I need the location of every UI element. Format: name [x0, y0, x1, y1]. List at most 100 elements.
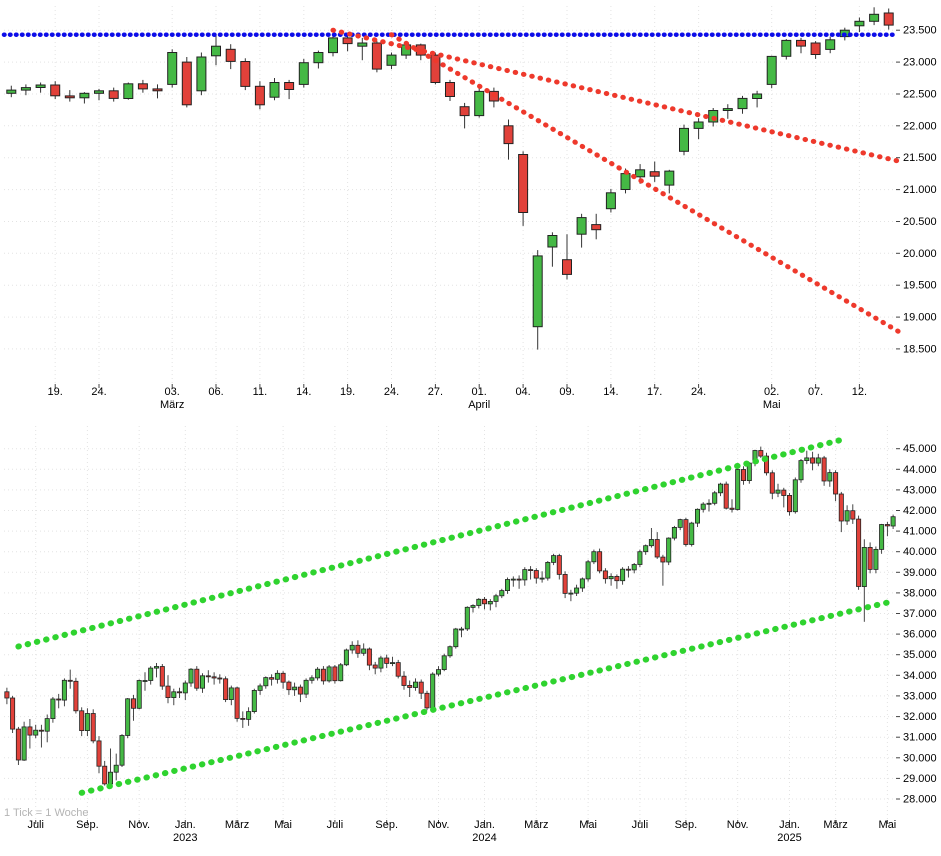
candle — [481, 597, 487, 610]
candle — [693, 118, 704, 140]
candle — [196, 52, 207, 96]
candle — [67, 669, 73, 689]
x-axis: Juli Sep. Nov. Jan. März Mai Juli Sep. Nov. Jan. M… — [27, 819, 896, 844]
x-tick-label: 07. — [808, 386, 823, 398]
candle — [775, 483, 781, 498]
candle — [113, 753, 119, 781]
grid — [4, 6, 896, 384]
candle — [328, 34, 338, 57]
x-tick-label: März — [524, 819, 548, 831]
x-tick-label: Mai — [579, 819, 597, 831]
candle — [890, 514, 896, 529]
candle — [487, 599, 493, 611]
y-tick-label: 35.000 — [903, 649, 937, 661]
candle — [27, 719, 33, 749]
candle — [357, 37, 368, 61]
candle — [441, 653, 447, 672]
candle — [148, 666, 154, 685]
candle — [591, 213, 602, 240]
candle — [73, 677, 79, 714]
candle — [718, 482, 724, 497]
candle — [838, 491, 844, 533]
y-axis: 23.500 23.000 22.500 22.000 21.500 21.000 20.5… — [896, 25, 937, 355]
candle — [123, 82, 134, 100]
candle — [269, 674, 275, 686]
candle — [787, 493, 793, 516]
candle — [395, 659, 401, 679]
candle — [435, 666, 441, 677]
candle — [211, 672, 217, 685]
candle — [741, 466, 747, 485]
candle — [679, 124, 689, 156]
candle — [671, 525, 677, 541]
candle — [366, 647, 372, 671]
y-tick-label: 22.500 — [903, 89, 937, 101]
y-tick-label: 34.000 — [903, 670, 937, 682]
candle — [424, 690, 430, 711]
x-tick-label: 03. — [165, 386, 180, 398]
x-tick-label: Sep. — [76, 819, 99, 831]
x-tick-label: Jan. — [175, 819, 196, 831]
candle — [781, 39, 792, 60]
candle — [378, 655, 384, 673]
candle — [493, 593, 499, 608]
candle — [79, 707, 85, 737]
y-tick-label: 37.000 — [903, 608, 937, 620]
red-downtrend-line-steep — [389, 32, 906, 337]
y-tick-label: 21.000 — [903, 184, 937, 196]
candle — [171, 688, 177, 706]
candles — [6, 7, 894, 350]
x-sub-label: 2024 — [472, 832, 496, 844]
candle — [532, 250, 543, 350]
candle — [625, 566, 631, 578]
candle — [474, 88, 485, 118]
candle — [576, 213, 587, 248]
candle — [44, 714, 50, 743]
candle — [821, 455, 827, 486]
candle — [758, 446, 764, 458]
candle — [551, 553, 557, 566]
candle — [664, 169, 675, 194]
candle — [130, 694, 136, 721]
x-tick-label: 14. — [296, 386, 311, 398]
candle — [194, 666, 200, 691]
candle — [355, 640, 361, 658]
candle — [602, 568, 608, 584]
candle — [90, 709, 96, 744]
candle — [695, 508, 701, 527]
candle — [689, 521, 695, 547]
candle — [827, 469, 833, 487]
candle — [503, 119, 514, 160]
x-sub-label: Mai — [763, 399, 781, 411]
y-tick-label: 31.000 — [903, 732, 937, 744]
x-tick-label: Nov. — [727, 819, 749, 831]
candle — [20, 84, 31, 96]
candle — [430, 672, 436, 710]
y-tick-label: 20.500 — [903, 216, 937, 228]
candle — [167, 49, 178, 88]
y-tick-label: 32.000 — [903, 711, 937, 723]
tick-interval-note: 1 Tick = 1 Woche — [4, 807, 89, 819]
candle — [545, 561, 551, 581]
candle — [320, 666, 326, 685]
candle — [94, 88, 104, 101]
candle — [562, 234, 572, 280]
candle — [574, 584, 580, 596]
weekly-chart-panel: 45.000 44.000 43.000 42.000 41.000 40.000 39.0… — [0, 418, 941, 856]
x-tick-label: Juli — [27, 819, 44, 831]
candle — [246, 707, 252, 726]
candle — [284, 79, 295, 100]
candle — [153, 663, 159, 678]
x-tick-label: 06. — [208, 386, 223, 398]
x-tick-label: Jan. — [779, 819, 800, 831]
candle — [152, 84, 163, 99]
y-tick-label: 41.000 — [903, 526, 937, 538]
candle — [286, 680, 292, 695]
candle — [108, 87, 119, 102]
candle — [64, 90, 75, 102]
candle — [781, 487, 787, 508]
candle — [125, 698, 131, 739]
y-tick-label: 39.000 — [903, 567, 937, 579]
candle — [188, 668, 194, 687]
y-tick-label: 21.500 — [903, 152, 937, 164]
